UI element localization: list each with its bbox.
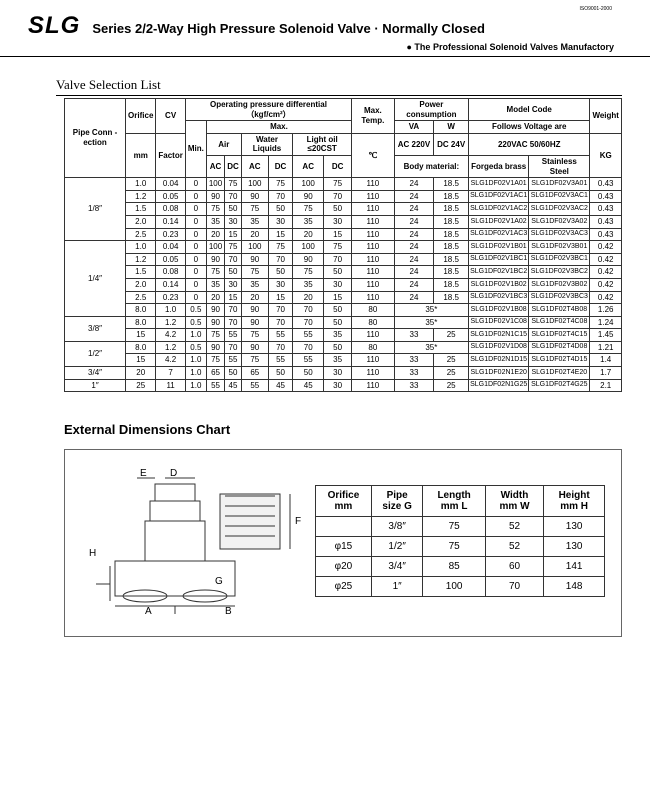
dh-hei: Height mm H [544, 486, 605, 517]
h-ac: AC [206, 155, 224, 177]
svg-text:E: E [140, 468, 147, 479]
h-dc: DC [324, 155, 352, 177]
h-brass: Forgeda brass [469, 155, 529, 177]
h-follow: Follows Voltage are [469, 121, 590, 134]
h-factor: Factor [156, 133, 185, 177]
ext-title: External Dimensions Chart [64, 422, 622, 437]
h-max: Max. [206, 121, 351, 134]
table-row: 2.50.2302015201520151102418.5SLG1DF02V1B… [65, 291, 622, 304]
selection-title: Valve Selection List [56, 77, 622, 96]
dh-pipe: Pipe size G [371, 486, 423, 517]
h-min: Min. [185, 121, 206, 178]
h-dc: DC [225, 155, 242, 177]
h-body: Body material: [394, 155, 468, 177]
svg-text:A: A [145, 606, 152, 616]
table-row: 1.50.0807550755075501102418.5SLG1DF02V1A… [65, 203, 622, 216]
h-dc: DC [268, 155, 292, 177]
page-title: Series 2/2-Way High Pressure Solenoid Va… [92, 21, 485, 36]
h-ss: Stainless Steel [529, 155, 590, 177]
table-row: 1.50.0807550755075501102418.5SLG1DF02V1B… [65, 266, 622, 279]
dim-table: Orifice mm Pipe size G Length mm L Width… [315, 485, 605, 597]
h-air: Air [206, 133, 241, 155]
table-row: φ203/4″8560141 [316, 557, 605, 577]
svg-text:G: G [215, 576, 223, 587]
table-row: 3/4″2071.06550655050301103325SLG1DF02N1E… [65, 367, 622, 380]
table-row: 154.21.07555755555351103325SLG1DF02N1C15… [65, 329, 622, 342]
table-row: 3/8″7552130 [316, 517, 605, 537]
table-row: 1/8″1.00.0401007510075100751102418.5SLG1… [65, 178, 622, 191]
table-row: 1/4″1.00.0401007510075100751102418.5SLG1… [65, 241, 622, 254]
h-oil: Light oil ≤20CST [293, 133, 352, 155]
h-ac: AC [293, 155, 324, 177]
table-row: 8.01.00.59070907070508035*SLG1DF02V1B08S… [65, 304, 622, 317]
table-row: φ251″10070148 [316, 577, 605, 597]
svg-text:H: H [89, 548, 96, 559]
dh-orifice: Orifice mm [316, 486, 372, 517]
valve-diagram: E D H F A G B [75, 466, 305, 616]
brand: SLG [28, 12, 80, 40]
table-row: 1″25111.05545554545301103325SLG1DF02N1G2… [65, 379, 622, 392]
h-cv: CV [156, 99, 185, 134]
h-water: Water Liquids [241, 133, 292, 155]
dh-len: Length mm L [423, 486, 485, 517]
table-row: 2.00.1403530353035301102418.5SLG1DF02V1B… [65, 278, 622, 291]
h-model: Model Code [469, 99, 590, 121]
h-temp-unit: ℃ [352, 133, 395, 177]
h-ac: AC [241, 155, 268, 177]
svg-text:F: F [295, 516, 301, 527]
h-mm: mm [126, 133, 156, 177]
h-opd: Operating pressure differential [210, 100, 327, 109]
h-power: Power consumption [394, 99, 468, 121]
h-w: W [434, 121, 469, 134]
table-row: 2.00.1403530353035301102418.5SLG1DF02V1A… [65, 215, 622, 228]
selection-table: Pipe Conn -ection Orifice CV Operating p… [64, 98, 622, 392]
table-row: 154.21.07555755555351103325SLG1DF02N1D15… [65, 354, 622, 367]
table-row: 1.20.0509070907090701102418.5SLG1DF02V1A… [65, 190, 622, 203]
h-kg: KG [590, 133, 622, 177]
svg-text:B: B [225, 606, 232, 616]
table-row: 1/2″8.01.20.59070907070508035*SLG1DF02V1… [65, 341, 622, 354]
ext-chart: E D H F A G B Orifice mm Pipe size G Len… [64, 449, 622, 637]
table-row: 1.20.0509070907090701102418.5SLG1DF02V1B… [65, 253, 622, 266]
h-volt: 220VAC 50/60HZ [469, 133, 590, 155]
table-row: 2.50.2302015201520151102418.5SLG1DF02V1A… [65, 228, 622, 241]
h-va: VA [394, 121, 434, 134]
table-row: φ151/2″7552130 [316, 537, 605, 557]
subtitle: ● The Professional Solenoid Valves Manuf… [28, 42, 622, 52]
header: ISO9001-2000 SLG Series 2/2-Way High Pre… [0, 0, 650, 57]
svg-text:D: D [170, 468, 177, 479]
h-pipe: Pipe Conn -ection [65, 99, 126, 178]
h-ac220: AC 220V [394, 133, 434, 155]
h-opd-unit: （kgf/cm²） [246, 110, 290, 119]
h-dc24: DC 24V [434, 133, 469, 155]
h-orifice: Orifice [126, 99, 156, 134]
dh-wid: Width mm W [485, 486, 543, 517]
h-maxtemp: Max. Temp. [352, 99, 395, 134]
table-row: 3/8″8.01.20.59070907070508035*SLG1DF02V1… [65, 316, 622, 329]
h-weight: Weight [590, 99, 622, 134]
